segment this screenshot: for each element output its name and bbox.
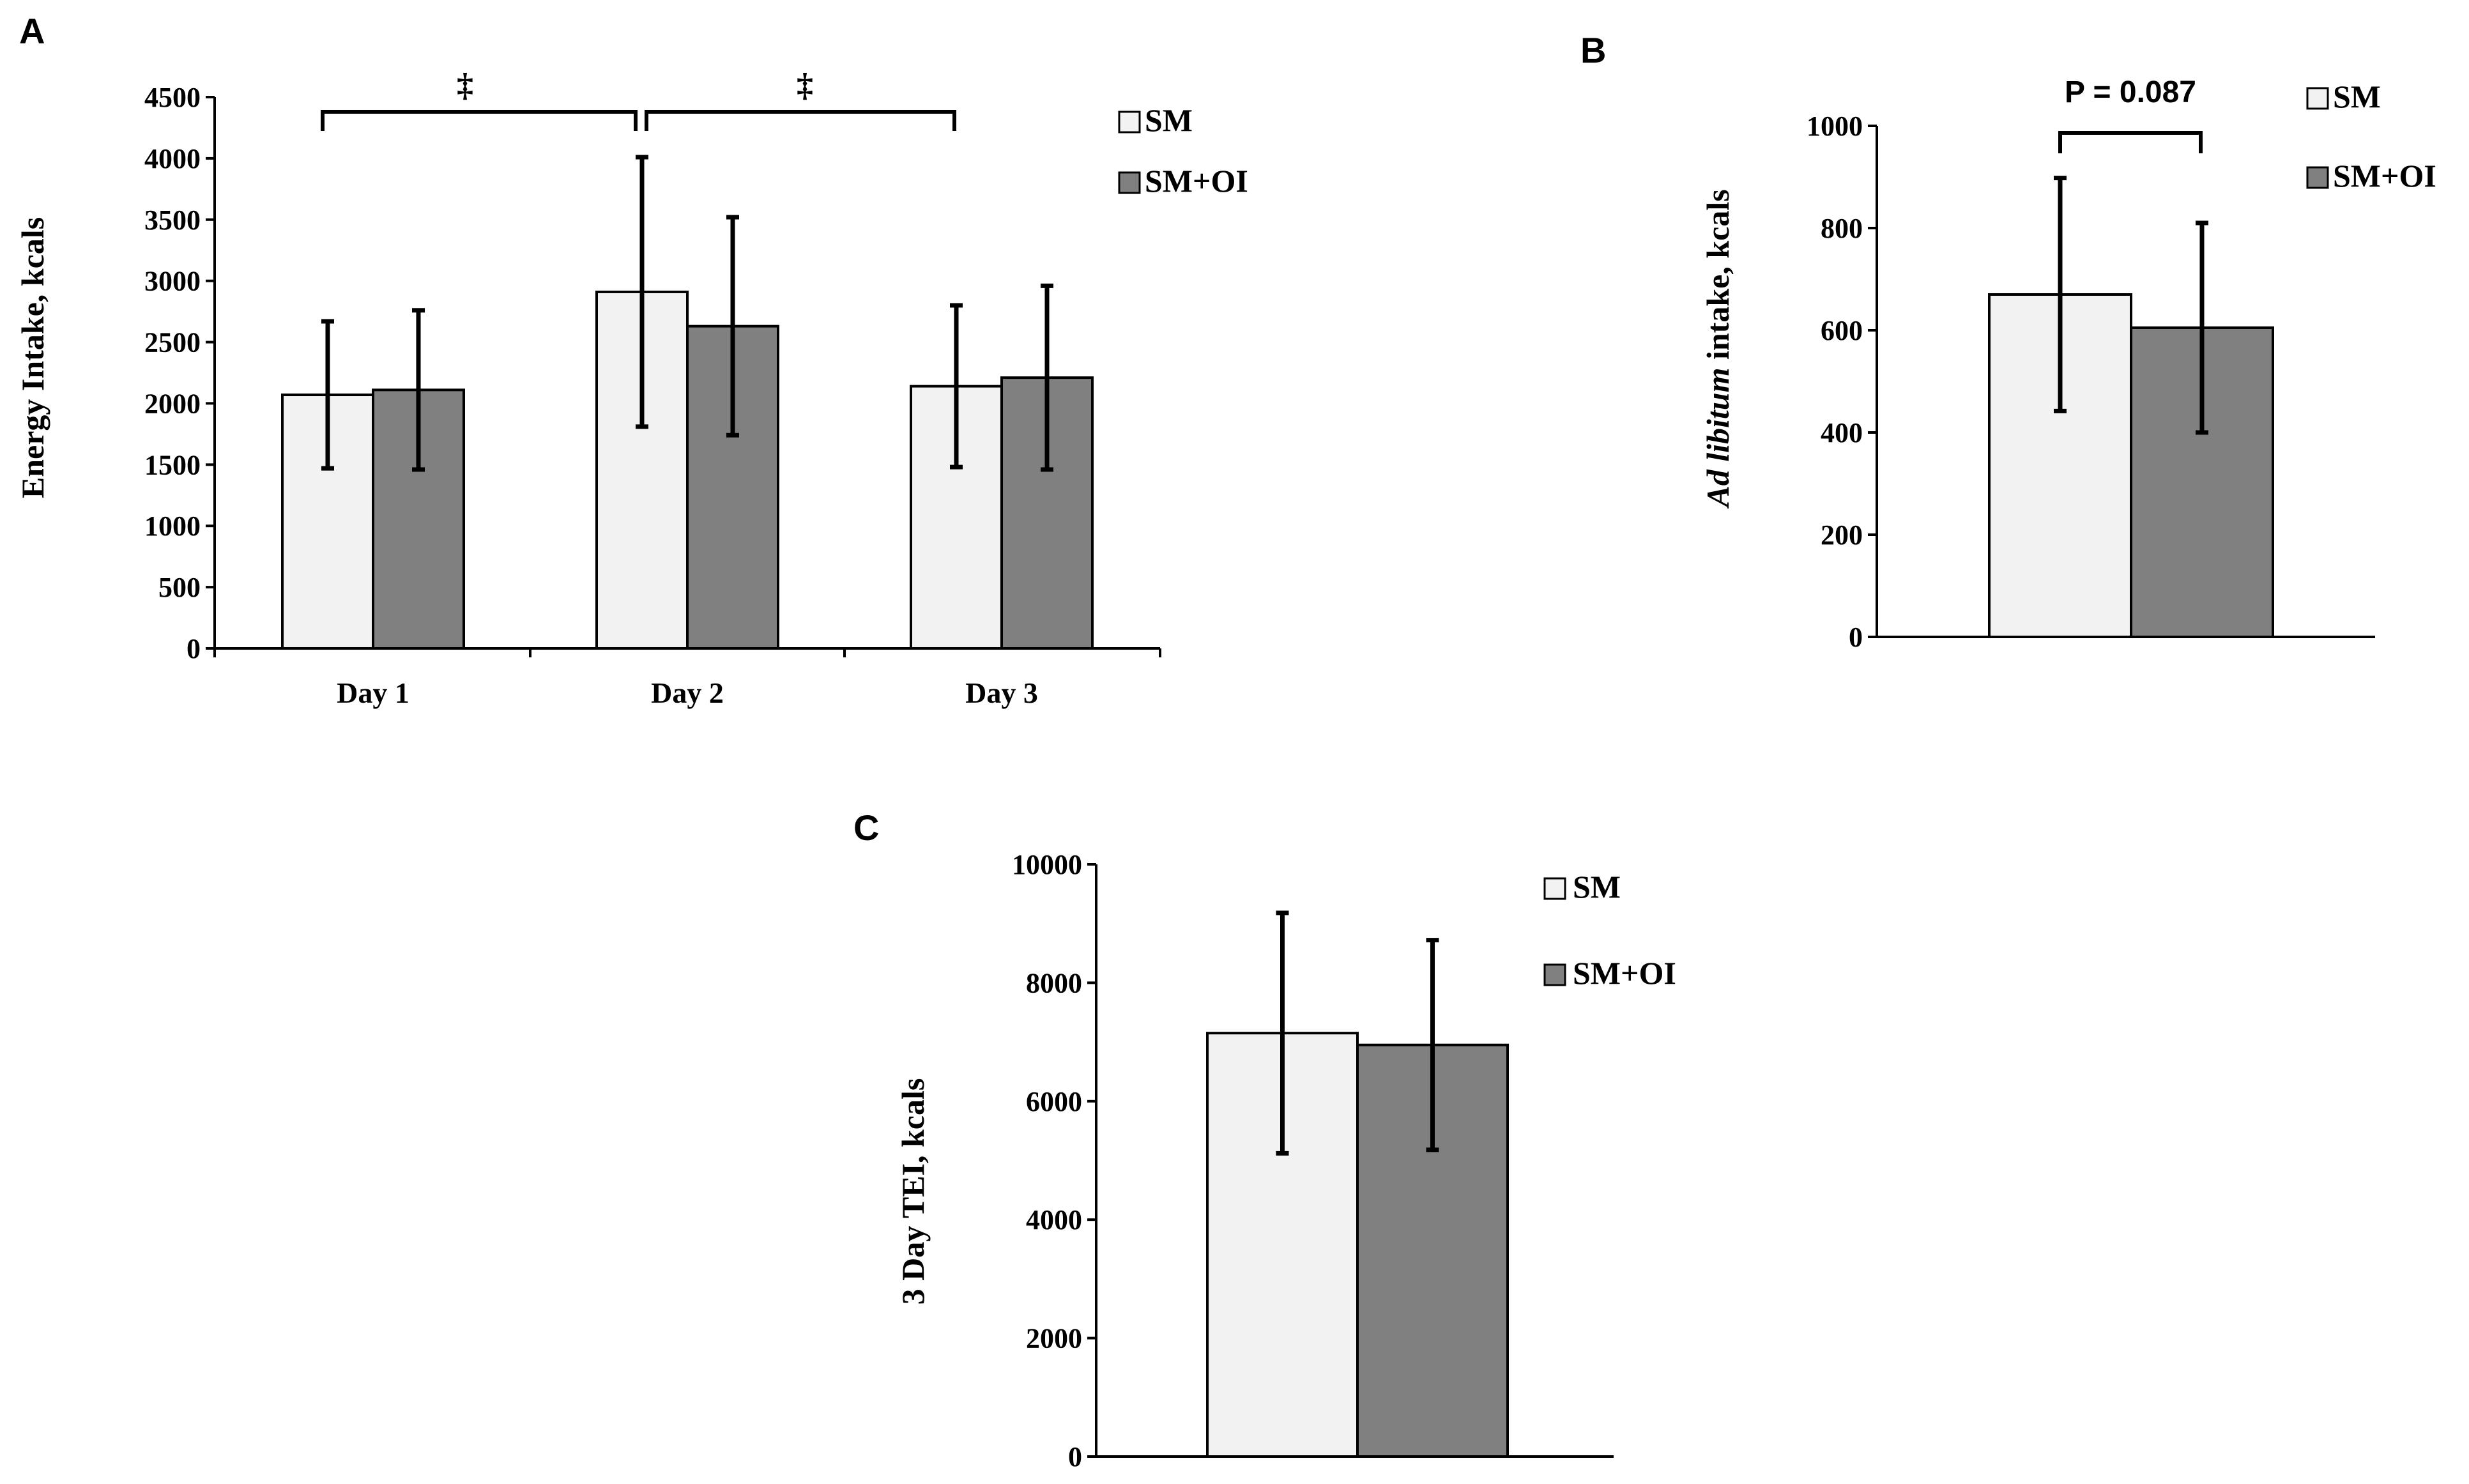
y-tick-label: 1000 — [1807, 111, 1863, 142]
y-tick-label: 4500 — [144, 82, 201, 113]
y-tick-label: 8000 — [1026, 967, 1082, 998]
y-tick-label: 500 — [158, 572, 201, 603]
legend-swatch-sm — [2306, 87, 2329, 110]
y-tick-label: 3500 — [144, 204, 201, 236]
y-tick-label: 4000 — [1026, 1204, 1082, 1235]
significance-marker-1: ‡ — [457, 67, 473, 103]
legend-swatch-sm-oi — [2306, 166, 2329, 189]
panel-c-y-axis-label: 3 Day TEI, kcals — [895, 1078, 931, 1305]
p-value-bracket — [2058, 131, 2203, 153]
legend-label-sm-oi: SM+OI — [1573, 955, 1676, 991]
y-tick-label: 400 — [1821, 417, 1863, 448]
panel-b-letter: B — [1580, 30, 1606, 70]
y-tick-label: 1500 — [144, 449, 201, 480]
panel-c-letter: C — [853, 807, 879, 848]
panel-b-y-axis-label: Ad libitum intake, kcals — [1700, 189, 1736, 509]
y-tick-label: 0 — [1849, 622, 1863, 653]
legend-label-sm-oi: SM+OI — [2333, 158, 2436, 194]
panel-b-y-axis-label-italic: Ad libitum — [1700, 368, 1736, 509]
category-label-day-3: Day 3 — [965, 677, 1038, 709]
y-tick-label: 3000 — [144, 266, 201, 297]
category-label-day-1: Day 1 — [337, 677, 409, 709]
panel-a-plot: 0 500 1000 1500 2000 2500 3000 3500 4000 4500 — [144, 82, 1161, 664]
legend-label-sm-oi: SM+OI — [1145, 163, 1248, 199]
panel-c-plot: 0 2000 4000 6000 8000 10000 — [1012, 849, 1614, 1473]
legend-swatch-sm — [1118, 111, 1141, 134]
significance-bracket-day2-day3 — [645, 110, 956, 131]
legend-swatch-sm — [1543, 877, 1566, 900]
y-tick-label: 2000 — [144, 388, 201, 419]
panel-b-y-axis-label-rest: intake, kcals — [1700, 189, 1736, 367]
panel-c: C 3 Day TEI, kcals 0 2000 4000 6000 8000 1000… — [853, 807, 1676, 1473]
panel-a-category-labels: Day 1 Day 2 Day 3 — [337, 677, 1038, 709]
y-tick-label: 2000 — [1026, 1323, 1082, 1354]
panel-b: B Ad libitum intake, kcals 0 200 400 600 800… — [1580, 30, 2436, 653]
y-tick-label: 2500 — [144, 327, 201, 358]
y-tick-label: 4000 — [144, 143, 201, 174]
y-tick-label: 0 — [1068, 1441, 1082, 1473]
significance-marker-2: ‡ — [797, 67, 813, 103]
significance-bracket-day1-day2 — [321, 110, 638, 131]
legend-label-sm: SM — [1573, 869, 1621, 905]
panel-b-plot: 0 200 400 600 800 1000 — [1807, 111, 2375, 653]
panel-a-y-axis-label: Energy Intake, kcals — [15, 217, 50, 498]
category-label-day-2: Day 2 — [651, 677, 724, 709]
y-tick-label: 600 — [1821, 315, 1863, 346]
y-tick-label: 10000 — [1012, 849, 1082, 880]
bar-sm-day-1 — [281, 394, 374, 650]
panel-a-letter: A — [19, 11, 45, 51]
p-value-label: P = 0.087 — [2065, 75, 2196, 109]
y-tick-label: 1000 — [144, 510, 201, 542]
legend-swatch-sm-oi — [1543, 963, 1566, 986]
y-tick-label: 0 — [187, 633, 201, 664]
legend-label-sm: SM — [1145, 102, 1193, 138]
legend-swatch-sm-oi — [1118, 171, 1141, 194]
y-tick-label: 200 — [1821, 519, 1863, 551]
panel-a: A Energy Intake, kcals 0 500 1000 1500 2000 2… — [15, 11, 1248, 709]
y-tick-label: 6000 — [1026, 1086, 1082, 1117]
legend-label-sm: SM — [2333, 79, 2381, 114]
y-tick-label: 800 — [1821, 213, 1863, 244]
